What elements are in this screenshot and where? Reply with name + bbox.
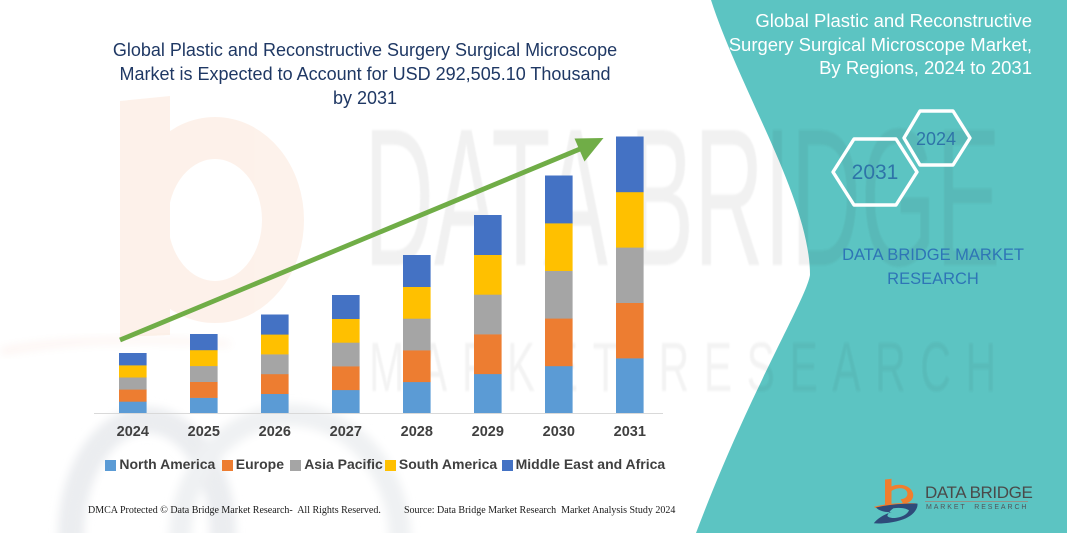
svg-text:2031: 2031 <box>852 161 899 184</box>
svg-text:2024: 2024 <box>916 129 956 149</box>
